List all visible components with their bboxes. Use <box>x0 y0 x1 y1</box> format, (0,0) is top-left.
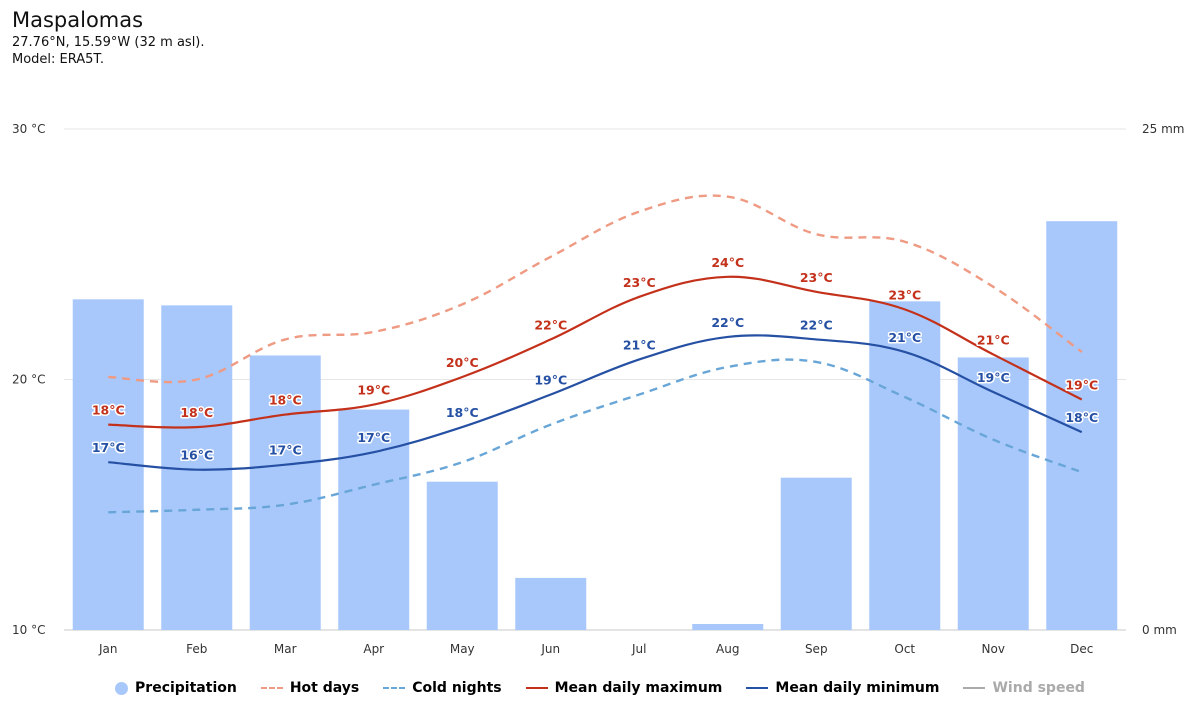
max-data-label: 24°C <box>711 255 744 270</box>
x-axis-month-label: Dec <box>1070 642 1093 656</box>
legend-symbol-wind <box>963 687 986 689</box>
x-axis-month-label: Sep <box>805 642 828 656</box>
chart-legend: Precipitation Hot days Cold nights Mean dai… <box>0 676 1200 700</box>
location-coordinates: 27.76°N, 15.59°W (32 m asl). <box>12 35 205 50</box>
legend-label: Mean daily minimum <box>775 680 940 696</box>
precipitation-bar <box>249 355 321 630</box>
min-data-label: 21°C <box>623 337 656 352</box>
model-name: Model: ERA5T. <box>12 52 104 67</box>
chart-title: Maspalomas <box>12 8 144 32</box>
legend-symbol-hot <box>260 687 283 689</box>
min-data-label: 17°C <box>357 430 390 445</box>
min-data-label: 17°C <box>269 443 302 458</box>
max-data-label: 20°C <box>446 355 479 370</box>
max-data-label: 23°C <box>888 287 921 302</box>
cold-series-line <box>108 358 1083 514</box>
max-data-label: 19°C <box>1065 378 1098 393</box>
min-data-label: 19°C <box>977 370 1010 385</box>
x-axis-month-label: Mar <box>274 642 297 656</box>
legend-item-min[interactable]: Mean daily minimum <box>746 680 939 696</box>
max-data-label: 23°C <box>623 275 656 290</box>
min-data-label: 17°C <box>92 440 125 455</box>
x-axis-month-label: Apr <box>363 642 384 656</box>
precipitation-bar <box>515 577 587 630</box>
y-axis-right-tick-label: 0 mm <box>1142 623 1177 637</box>
y-axis-right-tick-label: 25 mm <box>1142 122 1184 136</box>
max-data-label: 18°C <box>92 403 125 418</box>
chart-header: Maspalomas 27.76°N, 15.59°W (32 m asl). … <box>12 6 205 68</box>
min-data-label: 16°C <box>180 448 213 463</box>
x-axis-month-label: Jan <box>98 642 118 656</box>
x-axis-month-label: Oct <box>894 642 915 656</box>
legend-item-precip[interactable]: Precipitation <box>115 680 237 696</box>
min-data-label: 19°C <box>534 373 567 388</box>
precipitation-bar <box>957 357 1029 630</box>
x-axis-month-label: Feb <box>186 642 207 656</box>
legend-symbol-precip <box>115 681 129 695</box>
max-data-label: 18°C <box>269 393 302 408</box>
max-data-label: 23°C <box>800 270 833 285</box>
y-axis-left-tick-label: 30 °C <box>12 122 45 136</box>
min-data-label: 22°C <box>711 315 744 330</box>
legend-symbol-cold <box>383 687 406 689</box>
max-data-label: 22°C <box>534 317 567 332</box>
x-axis-month-label: Aug <box>716 642 739 656</box>
max-data-label: 19°C <box>357 383 390 398</box>
precipitation-bar <box>426 481 498 630</box>
max-series-line <box>108 275 1083 429</box>
legend-label: Wind speed <box>992 680 1085 696</box>
legend-symbol-min <box>746 687 769 689</box>
legend-label: Mean daily maximum <box>554 680 723 696</box>
legend-label: Hot days <box>289 680 360 696</box>
precipitation-bar <box>1046 221 1118 630</box>
precipitation-bar <box>692 623 764 630</box>
min-data-label: 18°C <box>1065 410 1098 425</box>
legend-label: Cold nights <box>412 680 502 696</box>
min-data-label: 18°C <box>446 405 479 420</box>
legend-label: Precipitation <box>135 680 237 696</box>
precipitation-bar <box>869 301 941 630</box>
hot-series-line <box>108 194 1083 384</box>
min-data-label: 21°C <box>888 330 921 345</box>
legend-symbol-max <box>525 687 548 689</box>
min-series-line <box>108 334 1083 471</box>
min-data-label: 22°C <box>800 317 833 332</box>
legend-item-wind[interactable]: Wind speed <box>963 680 1085 696</box>
legend-item-cold[interactable]: Cold nights <box>383 680 502 696</box>
y-axis-left-tick-label: 10 °C <box>12 623 45 637</box>
x-axis-month-label: Jul <box>631 642 646 656</box>
x-axis-month-label: May <box>450 642 475 656</box>
legend-item-max[interactable]: Mean daily maximum <box>525 680 723 696</box>
precipitation-bar <box>780 477 852 630</box>
y-axis-left-tick-label: 20 °C <box>12 373 45 387</box>
legend-item-hot[interactable]: Hot days <box>260 680 360 696</box>
max-data-label: 18°C <box>180 405 213 420</box>
x-axis-month-label: Nov <box>982 642 1005 656</box>
x-axis-month-label: Jun <box>540 642 560 656</box>
max-data-label: 21°C <box>977 332 1010 347</box>
